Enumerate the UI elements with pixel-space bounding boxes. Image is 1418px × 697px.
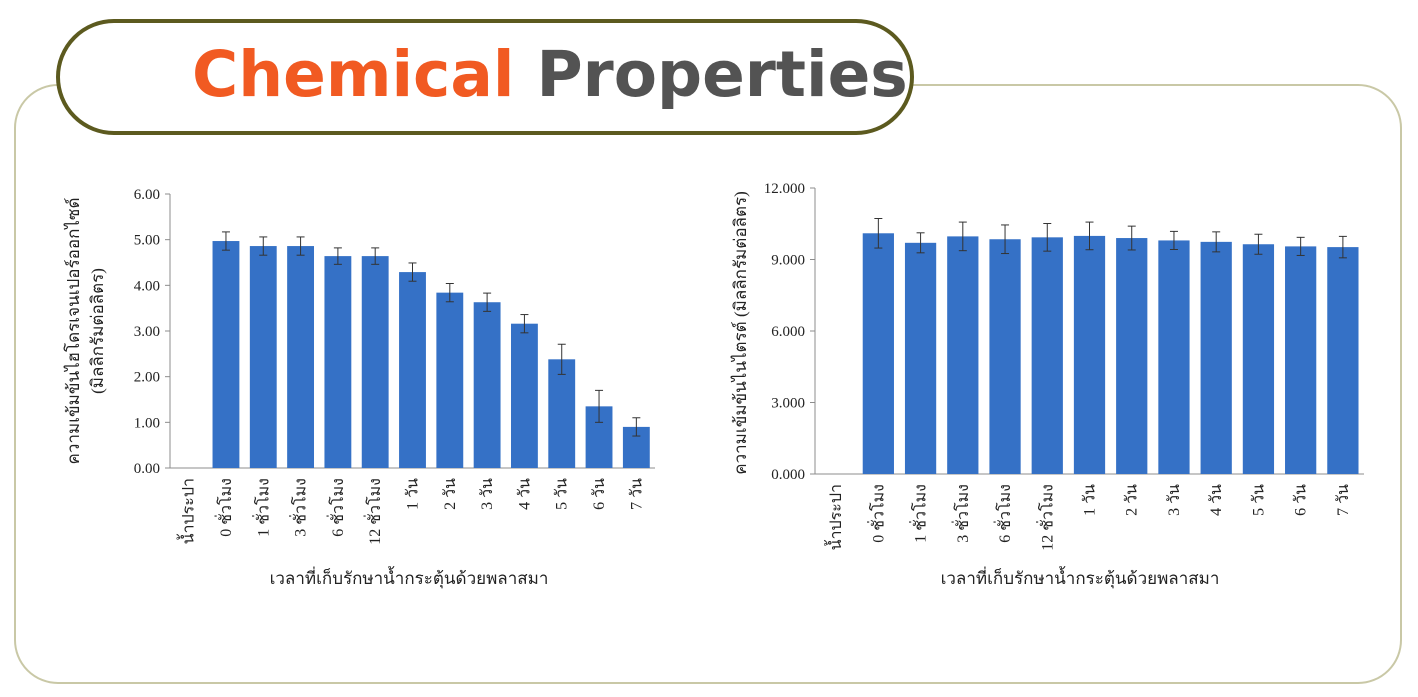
x-axis-title: เวลาที่เก็บรักษาน้ำกระตุ้นด้วยพลาสมา xyxy=(270,566,549,589)
y-tick-label: 4.00 xyxy=(134,278,160,294)
y-tick-label: 5.00 xyxy=(134,233,160,249)
x-tick-label: 1 ชั่วโมง xyxy=(251,478,272,537)
bar xyxy=(212,241,240,468)
bar xyxy=(287,246,315,468)
y-axis-title-line2: (มิลลิกรัมต่อลิตร) xyxy=(88,268,107,394)
bar xyxy=(399,272,426,468)
x-tick-label: 2 วัน xyxy=(442,478,459,510)
x-tick-label: 12 ชั่วโมง xyxy=(363,478,384,545)
bar xyxy=(548,359,576,468)
y-tick-label: 6.00 xyxy=(134,187,160,203)
x-tick-label: 3 ชั่วโมง xyxy=(289,478,310,537)
y-tick-label: 3.00 xyxy=(134,324,160,340)
bar xyxy=(473,302,501,468)
bar xyxy=(324,256,352,468)
y-tick-label: 0.00 xyxy=(134,461,160,477)
bar xyxy=(436,292,464,468)
x-tick-label: 6 ชั่วโมง xyxy=(326,478,347,537)
x-tick-label: 3 วัน xyxy=(479,478,496,510)
y-axis-title-group: ความเข้มข้นไฮโดรเจนเปอร์ออกไซด์ (มิลลิกร… xyxy=(63,198,107,465)
bar xyxy=(249,246,277,468)
y-tick-label: 1.00 xyxy=(134,415,160,431)
x-tick-label: 5 วัน xyxy=(554,478,571,510)
x-tick-label: น้ำประปา xyxy=(177,478,198,544)
bar xyxy=(361,256,389,468)
x-tick-label: 1 วัน xyxy=(405,478,422,510)
x-tick-label: 6 วัน xyxy=(591,478,608,510)
title-word-chemical: Chemical xyxy=(192,38,515,111)
x-tick-label: 0 ชั่วโมง xyxy=(214,478,235,537)
x-tick-label: 4 วัน xyxy=(516,478,533,510)
title-pill xyxy=(56,19,914,135)
y-axis-title-line1: ความเข้มข้นไฮโดรเจนเปอร์ออกไซด์ xyxy=(63,198,83,465)
x-tick-label: 7 วัน xyxy=(628,478,645,510)
y-tick-label: 2.00 xyxy=(134,370,160,386)
title-word-properties: Properties xyxy=(536,38,908,111)
bar xyxy=(510,323,538,468)
page-title: Chemical Properties xyxy=(192,30,908,120)
